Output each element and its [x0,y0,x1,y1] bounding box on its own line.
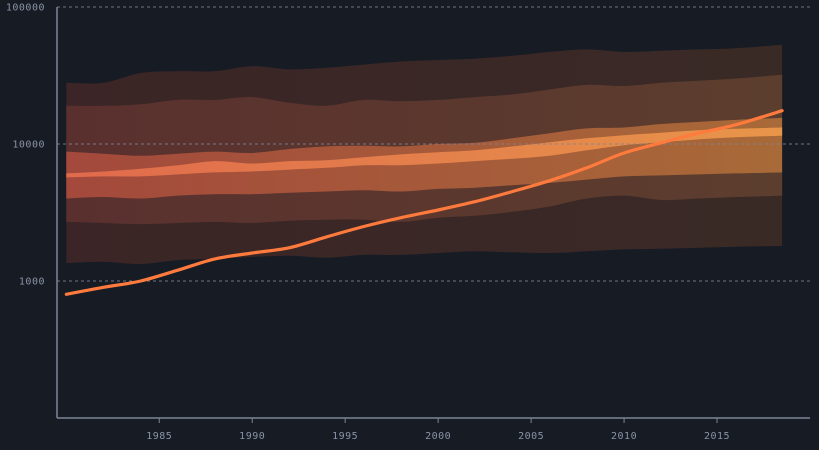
x-tick-labels: 1985 1990 1995 2000 2005 2010 2015 [146,431,730,442]
y-tick-labels: 1000 10000 100000 [6,3,45,288]
series-line-0 [64,109,784,296]
confidence-bands [66,44,783,265]
x-tick-label: 2010 [611,431,637,442]
y-tick-label: 10000 [12,140,45,151]
series-lines [64,109,784,296]
x-tick-label: 2000 [425,431,451,442]
x-tick-label: 2005 [518,431,544,442]
x-tick-label: 2015 [704,431,730,442]
band-3 [66,127,783,178]
y-tick-label: 100000 [6,3,45,14]
y-tick-label: 1000 [19,277,45,288]
axes [56,7,810,423]
x-tick-label: 1990 [239,431,265,442]
x-tick-label: 1995 [332,431,358,442]
x-tick-label: 1985 [146,431,172,442]
